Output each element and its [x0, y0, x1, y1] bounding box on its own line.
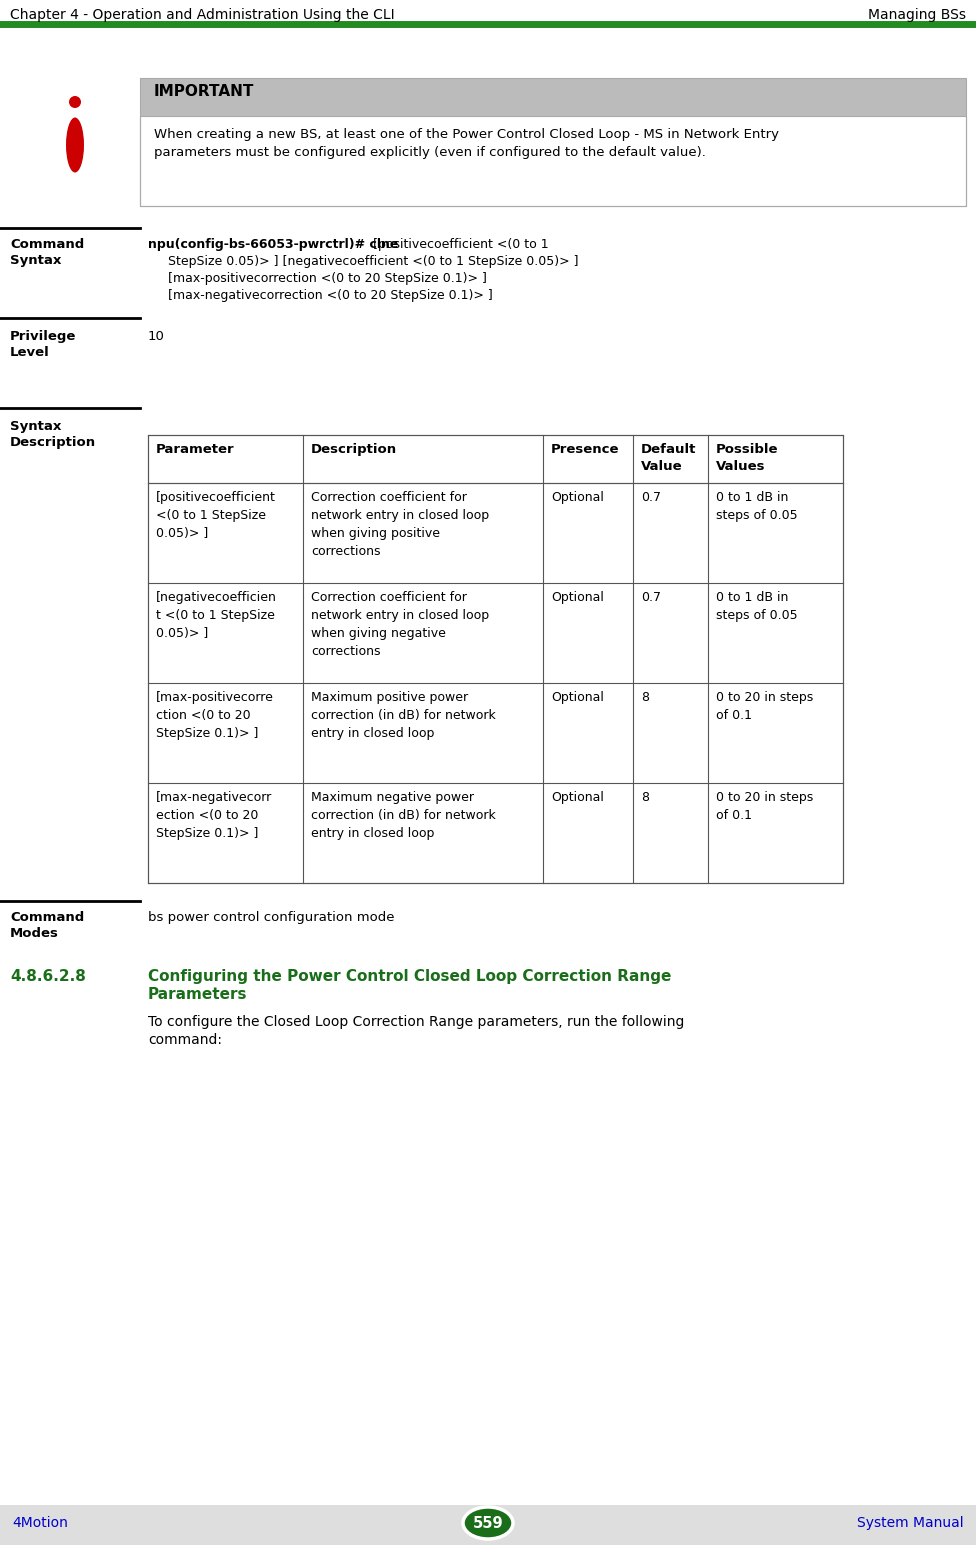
Text: Level: Level: [10, 346, 50, 358]
Text: System Manual: System Manual: [857, 1516, 964, 1530]
Text: 0 to 1 dB in
steps of 0.05: 0 to 1 dB in steps of 0.05: [716, 592, 797, 623]
Text: 0 to 20 in steps
of 0.1: 0 to 20 in steps of 0.1: [716, 791, 813, 822]
Text: Managing BSs: Managing BSs: [868, 8, 966, 22]
Text: [max-negativecorrection <(0 to 20 StepSize 0.1)> ]: [max-negativecorrection <(0 to 20 StepSi…: [168, 289, 493, 301]
Text: Parameters: Parameters: [148, 987, 248, 1003]
Text: Command: Command: [10, 912, 84, 924]
Text: npu(config-bs-66053-pwrctrl)# clne: npu(config-bs-66053-pwrctrl)# clne: [148, 238, 398, 250]
FancyBboxPatch shape: [0, 1505, 976, 1545]
Text: Optional: Optional: [551, 691, 604, 705]
Text: 0 to 20 in steps
of 0.1: 0 to 20 in steps of 0.1: [716, 691, 813, 722]
Text: Privilege: Privilege: [10, 331, 76, 343]
Text: Maximum negative power
correction (in dB) for network
entry in closed loop: Maximum negative power correction (in dB…: [311, 791, 496, 840]
Text: Description: Description: [311, 443, 397, 456]
Ellipse shape: [69, 96, 81, 108]
Text: parameters must be configured explicitly (even if configured to the default valu: parameters must be configured explicitly…: [154, 145, 706, 159]
FancyBboxPatch shape: [140, 77, 966, 116]
Text: 10: 10: [148, 331, 165, 343]
Text: To configure the Closed Loop Correction Range parameters, run the following: To configure the Closed Loop Correction …: [148, 1015, 684, 1029]
Text: bs power control configuration mode: bs power control configuration mode: [148, 912, 394, 924]
Text: Possible
Values: Possible Values: [716, 443, 779, 473]
Text: Correction coefficient for
network entry in closed loop
when giving positive
cor: Correction coefficient for network entry…: [311, 491, 489, 558]
Text: When creating a new BS, at least one of the Power Control Closed Loop - MS in Ne: When creating a new BS, at least one of …: [154, 128, 779, 141]
Text: [max-negativecorr
ection <(0 to 20
StepSize 0.1)> ]: [max-negativecorr ection <(0 to 20 StepS…: [156, 791, 272, 840]
Text: 0 to 1 dB in
steps of 0.05: 0 to 1 dB in steps of 0.05: [716, 491, 797, 522]
Ellipse shape: [463, 1506, 513, 1539]
Text: IMPORTANT: IMPORTANT: [154, 83, 255, 99]
Text: [max-positivecorrection <(0 to 20 StepSize 0.1)> ]: [max-positivecorrection <(0 to 20 StepSi…: [168, 272, 487, 284]
Text: 8: 8: [641, 691, 649, 705]
Text: 4.8.6.2.8: 4.8.6.2.8: [10, 969, 86, 984]
Text: Optional: Optional: [551, 592, 604, 604]
Text: [negativecoefficien
t <(0 to 1 StepSize
0.05)> ]: [negativecoefficien t <(0 to 1 StepSize …: [156, 592, 277, 640]
Text: Optional: Optional: [551, 791, 604, 803]
Text: Command: Command: [10, 238, 84, 250]
Text: Presence: Presence: [551, 443, 620, 456]
Text: Chapter 4 - Operation and Administration Using the CLI: Chapter 4 - Operation and Administration…: [10, 8, 394, 22]
Text: StepSize 0.05)> ] [negativecoefficient <(0 to 1 StepSize 0.05)> ]: StepSize 0.05)> ] [negativecoefficient <…: [168, 255, 579, 267]
Ellipse shape: [66, 117, 84, 173]
Text: 8: 8: [641, 791, 649, 803]
Text: Maximum positive power
correction (in dB) for network
entry in closed loop: Maximum positive power correction (in dB…: [311, 691, 496, 740]
Text: Syntax: Syntax: [10, 253, 61, 267]
Text: 0.7: 0.7: [641, 592, 661, 604]
Text: 559: 559: [472, 1516, 504, 1531]
FancyBboxPatch shape: [140, 116, 966, 205]
Text: 0.7: 0.7: [641, 491, 661, 504]
Text: command:: command:: [148, 1034, 222, 1048]
Text: 4Motion: 4Motion: [12, 1516, 68, 1530]
Text: Optional: Optional: [551, 491, 604, 504]
Text: Correction coefficient for
network entry in closed loop
when giving negative
cor: Correction coefficient for network entry…: [311, 592, 489, 658]
Text: [positivecoefficient
<(0 to 1 StepSize
0.05)> ]: [positivecoefficient <(0 to 1 StepSize 0…: [156, 491, 276, 541]
Text: Configuring the Power Control Closed Loop Correction Range: Configuring the Power Control Closed Loo…: [148, 969, 671, 984]
Text: Description: Description: [10, 436, 96, 450]
Text: Syntax: Syntax: [10, 420, 61, 433]
Text: Parameter: Parameter: [156, 443, 234, 456]
Text: [max-positivecorre
ction <(0 to 20
StepSize 0.1)> ]: [max-positivecorre ction <(0 to 20 StepS…: [156, 691, 274, 740]
Text: Default
Value: Default Value: [641, 443, 696, 473]
Text: [positivecoefficient <(0 to 1: [positivecoefficient <(0 to 1: [369, 238, 549, 250]
Text: Modes: Modes: [10, 927, 59, 939]
